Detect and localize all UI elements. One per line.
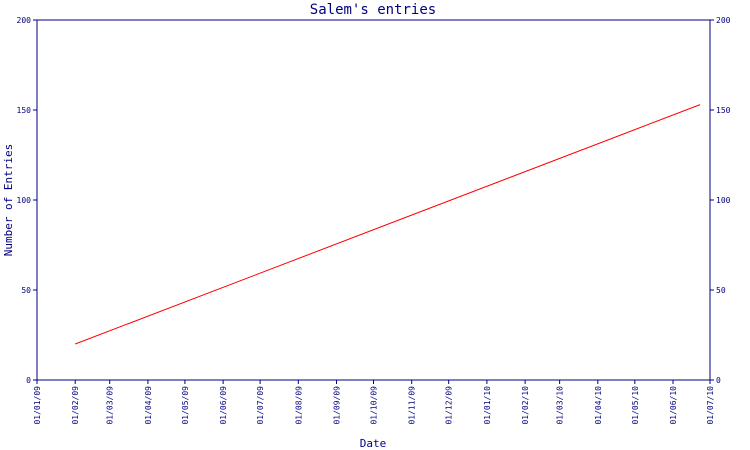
x-tick-label: 01/04/10 bbox=[594, 386, 603, 425]
x-tick-label: 01/04/09 bbox=[144, 386, 153, 425]
series-line bbox=[75, 104, 701, 345]
x-tick-label: 01/03/09 bbox=[106, 386, 115, 425]
x-tick-label: 01/06/10 bbox=[669, 386, 678, 425]
y-tick-label-right: 0 bbox=[716, 376, 721, 385]
x-tick-label: 01/03/10 bbox=[556, 386, 565, 425]
x-tick-label: 01/07/10 bbox=[706, 386, 715, 425]
series-layer bbox=[75, 104, 701, 345]
y-tick-label-right: 150 bbox=[716, 106, 731, 115]
x-tick-label: 01/05/10 bbox=[631, 386, 640, 425]
x-tick-label: 01/06/09 bbox=[219, 386, 228, 425]
x-tick-label: 01/11/09 bbox=[408, 386, 417, 425]
x-tick-label: 01/02/10 bbox=[521, 386, 530, 425]
x-tick-label: 01/01/10 bbox=[483, 386, 492, 425]
y-tick-label-left: 50 bbox=[21, 286, 31, 295]
x-tick-label: 01/02/09 bbox=[71, 386, 80, 425]
chart-title: Salem's entries bbox=[310, 2, 436, 18]
x-tick-label: 01/05/09 bbox=[181, 386, 190, 425]
y-axis-right: 0 50 100 150 200 bbox=[710, 16, 731, 385]
x-tick-label: 01/07/09 bbox=[256, 386, 265, 425]
y-tick-label-left: 0 bbox=[26, 376, 31, 385]
y-tick-label-right: 200 bbox=[716, 16, 731, 25]
x-axis-label: Date bbox=[360, 437, 387, 450]
y-tick-label-left: 100 bbox=[17, 196, 32, 205]
x-tick-label: 01/08/09 bbox=[294, 386, 303, 425]
x-tick-label: 01/12/09 bbox=[445, 386, 454, 425]
y-axis-label: Number of Entries bbox=[2, 144, 15, 257]
y-tick-label-left: 200 bbox=[17, 16, 32, 25]
plot-frame bbox=[36, 19, 711, 381]
x-axis: 01/01/09 01/02/09 01/03/09 01/04/09 01/05/09… bbox=[33, 380, 715, 425]
x-tick-label: 01/01/09 bbox=[33, 386, 42, 425]
x-tick-label: 01/09/09 bbox=[333, 386, 342, 425]
y-axis-left: 0 50 100 150 200 bbox=[17, 16, 37, 385]
x-tick-label: 01/10/09 bbox=[370, 386, 379, 425]
y-tick-label-left: 150 bbox=[17, 106, 32, 115]
y-tick-label-right: 50 bbox=[716, 286, 726, 295]
y-tick-label-right: 100 bbox=[716, 196, 731, 205]
